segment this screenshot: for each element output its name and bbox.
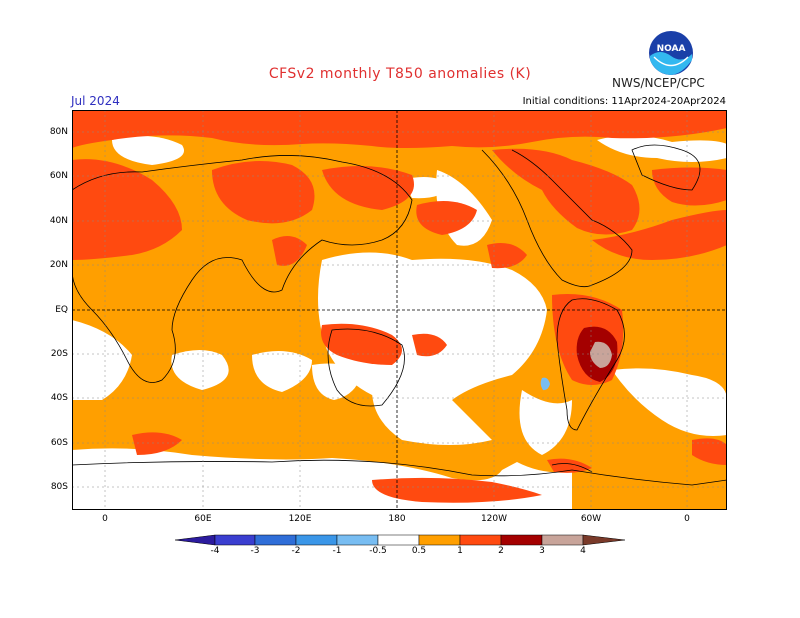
colorbar-swatch xyxy=(214,534,256,546)
anomaly-map xyxy=(72,110,727,510)
coastlines xyxy=(72,144,727,486)
colorbar-swatch xyxy=(582,534,626,546)
map-title: CFSv2 monthly T850 anomalies (K) xyxy=(268,66,532,82)
forecast-month: Jul 2024 xyxy=(71,94,120,108)
lat-label: 40S xyxy=(50,393,68,403)
cool-anomaly-region xyxy=(540,377,550,391)
colorbar-label: 2 xyxy=(498,546,504,556)
colorbar-label: 0.5 xyxy=(411,546,427,556)
colorbar-swatch xyxy=(418,534,461,546)
lon-label: 180 xyxy=(388,514,406,524)
colorbar-swatch xyxy=(295,534,338,546)
colorbar-swatch xyxy=(541,534,584,546)
lon-label: 0 xyxy=(102,514,108,524)
colorbar-label: 3 xyxy=(539,546,545,556)
colorbar-swatch xyxy=(336,534,379,546)
lon-label: 60W xyxy=(580,514,602,524)
lat-label: EQ xyxy=(55,305,68,315)
lon-label: 0 xyxy=(684,514,690,524)
colorbar-swatch xyxy=(459,534,502,546)
colorbar-swatch xyxy=(175,534,216,546)
colorbar xyxy=(175,534,626,546)
colorbar-label: -1 xyxy=(332,546,342,556)
org-label: NWS/NCEP/CPC xyxy=(612,76,705,90)
lat-label: 80N xyxy=(49,127,68,137)
colorbar-label: -2 xyxy=(291,546,301,556)
lat-label: 80S xyxy=(50,482,68,492)
lat-label: 60S xyxy=(50,438,68,448)
colorbar-label: 4 xyxy=(580,546,586,556)
colorbar-label: -4 xyxy=(210,546,220,556)
lon-label: 120E xyxy=(288,514,312,524)
lat-label: 20N xyxy=(49,260,68,270)
noaa-logo-icon: NOAA xyxy=(649,31,693,75)
initial-conditions: Initial conditions: 11Apr2024-20Apr2024 xyxy=(522,96,726,107)
svg-text:NOAA: NOAA xyxy=(657,44,686,54)
colorbar-swatch xyxy=(500,534,543,546)
colorbar-label: -3 xyxy=(250,546,260,556)
reference-lines xyxy=(72,110,727,510)
lon-label: 60E xyxy=(194,514,212,524)
colorbar-swatch xyxy=(377,534,420,546)
colorbar-swatch xyxy=(254,534,297,546)
anomaly-3-4-region xyxy=(590,341,612,368)
lat-label: 40N xyxy=(49,216,68,226)
colorbar-label: 1 xyxy=(457,546,463,556)
neutral-regions xyxy=(72,135,727,510)
warm-anomaly-regions xyxy=(72,110,727,503)
lon-label: 120W xyxy=(480,514,508,524)
lat-label: 60N xyxy=(49,171,68,181)
colorbar-label: -0.5 xyxy=(369,546,387,556)
lat-label: 20S xyxy=(50,349,68,359)
